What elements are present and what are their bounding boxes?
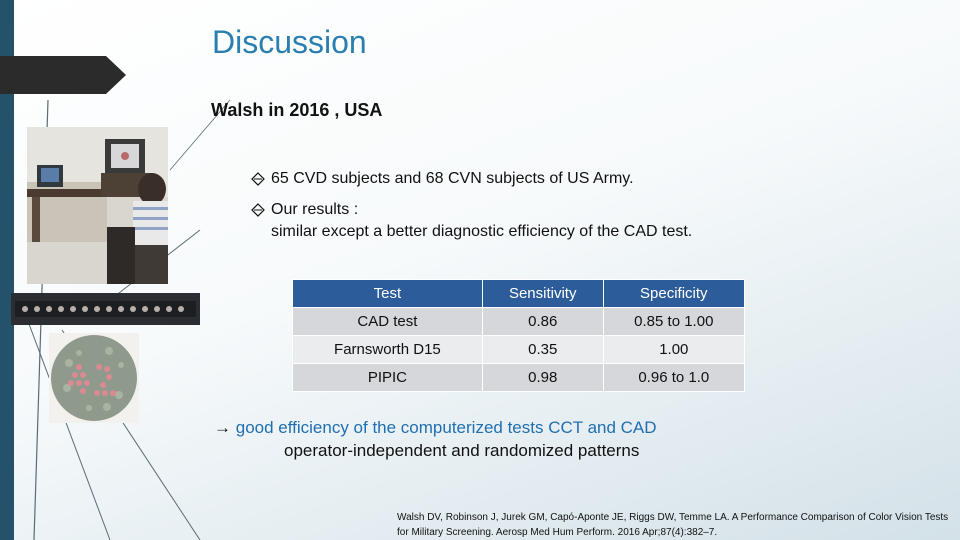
table-cell: CAD test [292,307,483,336]
table-cell: Farnsworth D15 [292,335,483,364]
bullet-item: Our results : similar except a better di… [251,199,692,243]
ishihara-plate-photo [49,333,139,423]
bullet-text: Our results : [271,201,359,218]
table-header-cell: Sensitivity [481,279,604,308]
table-header-row: Test Sensitivity Specificity [292,279,746,308]
bullet-text: similar except a better diagnostic effic… [271,223,693,240]
conclusion-block: → good efficiency of the computerized te… [214,416,657,462]
conclusion-line-2: operator-independent and randomized patt… [284,441,640,460]
table-cell: 0.86 [481,307,604,336]
slide-title: Discussion [212,24,367,60]
table-cell: PIPIC [292,363,483,392]
conclusion-line-1: good efficiency of the computerized test… [235,418,657,437]
section-arrow-tab [0,56,126,94]
citation-text: Walsh DV, Robinson J, Jurek GM, Capó-Apo… [397,512,949,538]
table-cell: 0.96 to 1.0 [602,363,746,392]
table-row: CAD test 0.86 0.85 to 1.00 [292,307,746,336]
right-arrow-icon: → [214,418,231,437]
slide-subtitle: Walsh in 2016 , USA [211,100,383,120]
table-cell: 0.98 [481,363,604,392]
lab-photo [27,127,168,284]
bullet-item: 65 CVD subjects and 68 CVN subjects of U… [251,168,634,190]
table-cell: 1.00 [602,335,746,364]
color-cap-panel-photo [11,293,200,325]
table-row: Farnsworth D15 0.35 1.00 [292,335,746,364]
table-cell: 0.35 [481,335,604,364]
table-header-cell: Specificity [602,279,746,308]
bullet-text: 65 CVD subjects and 68 CVN subjects of U… [271,170,634,187]
diamond-arrow-icon [251,203,265,217]
table-row: PIPIC 0.98 0.96 to 1.0 [292,363,746,392]
results-table: Test Sensitivity Specificity CAD test 0.… [292,279,746,392]
table-cell: 0.85 to 1.00 [602,307,746,336]
left-accent-bar [0,0,14,540]
table-header-cell: Test [292,279,483,308]
diamond-arrow-icon [251,172,265,186]
